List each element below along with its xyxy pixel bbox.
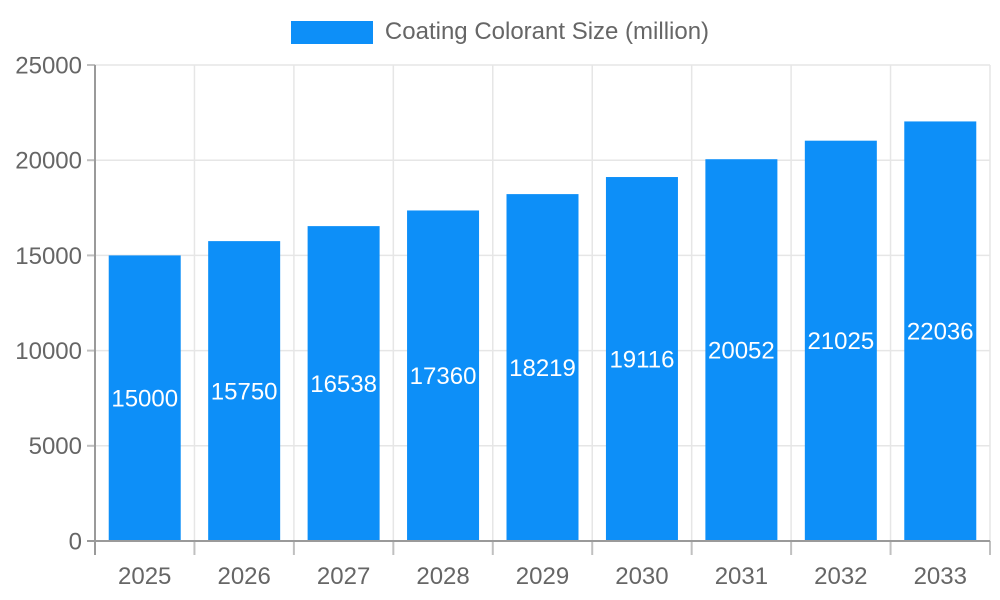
y-tick-label: 5000 — [29, 433, 82, 460]
y-tick-label: 20000 — [15, 148, 82, 175]
x-tick-label: 2025 — [118, 563, 171, 590]
x-tick-label: 2032 — [814, 563, 867, 590]
bar-2032 — [804, 140, 877, 541]
y-tick-label: 10000 — [15, 338, 82, 365]
bar-value-label: 20052 — [708, 338, 775, 365]
bar-2030 — [605, 177, 678, 541]
bar-value-label: 22036 — [907, 319, 974, 346]
y-tick-label: 25000 — [15, 52, 82, 79]
x-tick-label: 2029 — [516, 563, 569, 590]
bar-value-label: 15750 — [211, 378, 278, 405]
x-tick-label: 2030 — [615, 563, 668, 590]
x-tick-label: 2026 — [217, 563, 270, 590]
bar-2027 — [307, 226, 380, 541]
legend-swatch — [290, 20, 373, 44]
bar-2033 — [904, 121, 977, 541]
bar-2026 — [208, 241, 281, 541]
bar-value-label: 16538 — [310, 371, 377, 398]
legend-label: Coating Colorant Size (million) — [384, 18, 710, 45]
x-tick-label: 2033 — [914, 563, 967, 590]
bar-value-label: 18219 — [509, 355, 576, 382]
legend[interactable]: Coating Colorant Size (million) — [0, 18, 1000, 46]
y-tick-label: 15000 — [15, 243, 82, 270]
bar-2029 — [506, 194, 579, 542]
y-tick-label: 0 — [69, 528, 82, 555]
x-tick-label: 2031 — [715, 563, 768, 590]
x-tick-label: 2027 — [317, 563, 370, 590]
bar-2031 — [705, 159, 778, 542]
bar-value-label: 17360 — [410, 363, 477, 390]
bar-value-label: 21025 — [807, 328, 874, 355]
bar-2025 — [108, 255, 181, 541]
bar-value-label: 15000 — [111, 386, 178, 413]
x-tick-label: 2028 — [416, 563, 469, 590]
bar-2028 — [407, 210, 480, 541]
bar-value-label: 19116 — [609, 346, 674, 373]
